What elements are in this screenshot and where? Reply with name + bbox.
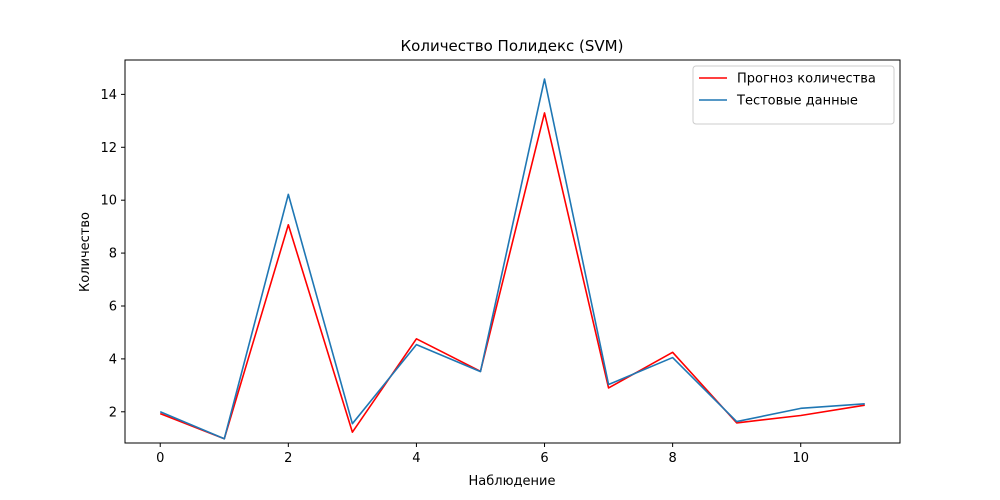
y-tick-label: 6 <box>109 299 117 314</box>
x-tick-label: 0 <box>156 451 164 466</box>
x-tick-label: 8 <box>668 451 676 466</box>
series-line-1 <box>159 78 865 440</box>
x-tick-label: 2 <box>284 451 292 466</box>
x-tick-label: 10 <box>792 451 809 466</box>
plot-frame <box>124 59 901 444</box>
x-axis-title: Наблюдение <box>469 474 556 489</box>
y-tick-label: 2 <box>109 405 117 420</box>
y-tick-label: 12 <box>100 141 117 156</box>
plot-area <box>124 59 901 444</box>
legend: Прогноз количества Тестовые данные <box>692 65 895 125</box>
y-tick-label: 4 <box>109 352 117 367</box>
y-axis-title: Количество <box>78 212 93 292</box>
legend-box <box>692 65 895 125</box>
y-axis: 2 4 6 8 10 12 14 <box>100 88 125 420</box>
series-layer <box>159 78 865 440</box>
chart-title: Количество Полидекс (SVM) <box>401 37 624 55</box>
y-tick-label: 8 <box>109 247 117 262</box>
y-tick-label: 14 <box>100 88 117 103</box>
legend-label: Тестовые данные <box>736 94 858 109</box>
legend-label: Прогноз количества <box>737 72 876 87</box>
x-axis: 0 2 4 6 8 10 <box>156 443 809 466</box>
x-tick-label: 6 <box>540 451 548 466</box>
x-tick-label: 4 <box>412 451 420 466</box>
series-line-0 <box>159 112 865 440</box>
y-tick-label: 10 <box>100 194 117 209</box>
